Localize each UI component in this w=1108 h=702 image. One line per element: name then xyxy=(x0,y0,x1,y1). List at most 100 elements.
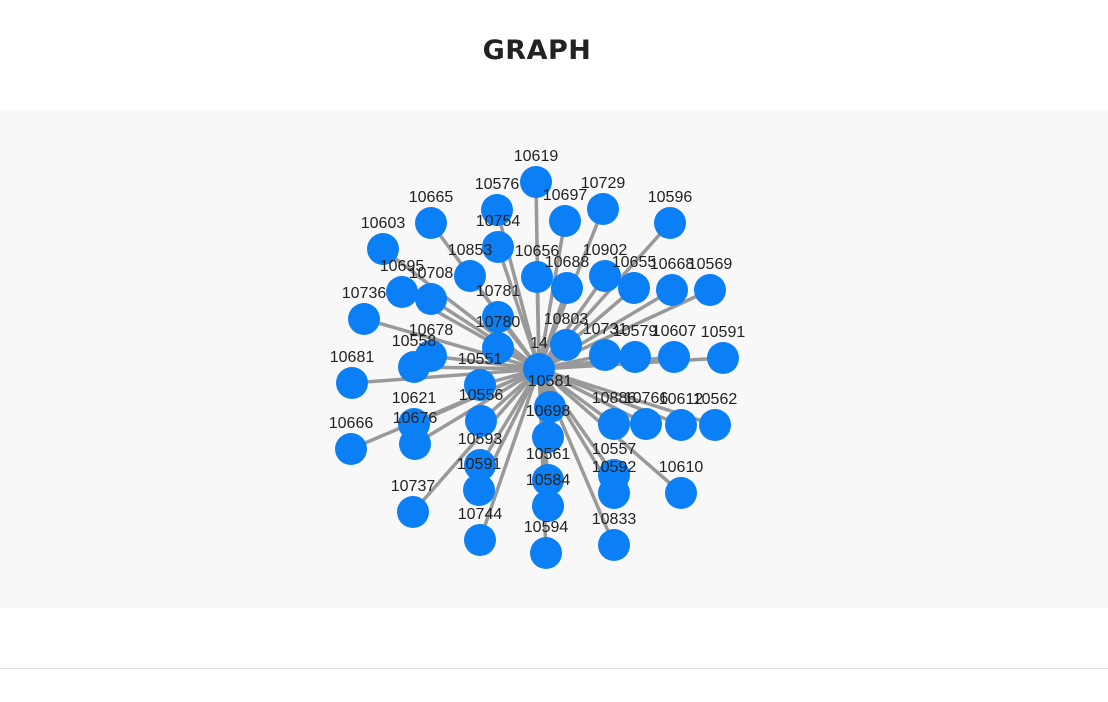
graph-node-label: 10655 xyxy=(612,254,657,271)
graph-node-10803[interactable] xyxy=(550,329,582,361)
graph-node-label: 10556 xyxy=(459,387,504,404)
graph-node-label: 10665 xyxy=(409,189,454,206)
graph-node-label: 10619 xyxy=(514,148,559,165)
graph-node-label: 10780 xyxy=(476,314,521,331)
graph-node-10665[interactable] xyxy=(415,207,447,239)
graph-node-label: 10668 xyxy=(650,256,695,273)
graph-node-10619[interactable] xyxy=(520,166,552,198)
graph-node-label: 10681 xyxy=(330,349,375,366)
graph-node-label: 10698 xyxy=(526,403,571,420)
footer-divider xyxy=(0,668,1108,669)
graph-edge-14-10902 xyxy=(537,274,607,371)
graph-node-10744[interactable] xyxy=(464,524,496,556)
graph-node-label: 10902 xyxy=(583,242,628,259)
graph-node-10591[interactable] xyxy=(707,342,739,374)
graph-node-label: 10736 xyxy=(342,285,387,302)
graph-node-10902[interactable] xyxy=(589,260,621,292)
graph-node-10610[interactable] xyxy=(665,477,697,509)
graph-node-10584[interactable] xyxy=(532,490,564,522)
graph-node-10581[interactable] xyxy=(534,391,566,423)
graph-node-10656[interactable] xyxy=(521,261,553,293)
graph-node-10569[interactable] xyxy=(694,274,726,306)
graph-node-label: 10708 xyxy=(409,265,454,282)
graph-node-label: 10579 xyxy=(613,323,658,340)
graph-node-10736[interactable] xyxy=(348,303,380,335)
graph-edge-14-10681 xyxy=(351,367,540,385)
graph-node-10697[interactable] xyxy=(549,205,581,237)
graph-edge-14-10678 xyxy=(430,354,540,371)
graph-node-14[interactable] xyxy=(523,353,555,385)
graph-node-10576[interactable] xyxy=(481,194,513,226)
graph-edge-14-10744 xyxy=(478,368,541,541)
graph-node-10754[interactable] xyxy=(482,231,514,263)
graph-node-10593[interactable] xyxy=(464,449,496,481)
graph-node-10676[interactable] xyxy=(399,428,431,460)
graph-node-10594[interactable] xyxy=(530,537,562,569)
graph-node-label: 10853 xyxy=(448,242,493,259)
graph-node-10886[interactable] xyxy=(598,408,630,440)
graph-node-label: 10766 xyxy=(624,390,669,407)
graph-node-10666[interactable] xyxy=(335,433,367,465)
graph-node-label: 10591 xyxy=(457,456,502,473)
graph-node-10596[interactable] xyxy=(654,207,686,239)
graph-node-label: 10754 xyxy=(476,213,521,230)
graph-edge-14-10754 xyxy=(496,246,541,370)
graph-node-10781[interactable] xyxy=(482,301,514,333)
graph-node-label: 10744 xyxy=(458,506,503,523)
graph-node-label: 10558 xyxy=(392,333,437,350)
graph-node-10562[interactable] xyxy=(699,409,731,441)
graph-node-label: 10562 xyxy=(693,391,738,408)
graph-node-10737[interactable] xyxy=(397,496,429,528)
graph-node-label: 10581 xyxy=(528,373,573,390)
graph-node-10731[interactable] xyxy=(589,339,621,371)
graph-node-10591[interactable] xyxy=(463,474,495,506)
graph-node-10668[interactable] xyxy=(656,274,688,306)
graph-node-10688[interactable] xyxy=(551,272,583,304)
graph-node-10833[interactable] xyxy=(598,529,630,561)
graph-node-10556[interactable] xyxy=(465,405,497,437)
graph-node-10681[interactable] xyxy=(336,367,368,399)
graph-node-10612[interactable] xyxy=(665,409,697,441)
graph-edge-14-10697 xyxy=(537,220,567,370)
graph-node-label: 10621 xyxy=(392,390,437,407)
graph-node-label: 10666 xyxy=(329,415,374,432)
graph-node-10780[interactable] xyxy=(482,332,514,364)
graph-node-label: 14 xyxy=(530,335,548,352)
graph-node-10695[interactable] xyxy=(386,276,418,308)
graph-node-label: 10656 xyxy=(515,243,560,260)
graph-node-label: 10695 xyxy=(380,258,425,275)
graph-node-label: 10833 xyxy=(592,511,637,528)
graph-node-10729[interactable] xyxy=(587,193,619,225)
graph-node-10551[interactable] xyxy=(464,369,496,401)
graph-node-label: 10584 xyxy=(526,472,571,489)
graph-node-10853[interactable] xyxy=(454,260,486,292)
graph-node-label: 10594 xyxy=(524,519,569,536)
graph-edge-14-10766 xyxy=(538,367,647,426)
graph-node-10766[interactable] xyxy=(630,408,662,440)
graph-node-10603[interactable] xyxy=(367,233,399,265)
graph-node-label: 10592 xyxy=(592,459,637,476)
graph-node-label: 10561 xyxy=(526,446,571,463)
graph-panel[interactable]: 10619 10576 10697 10729 10665 10754 10596 10603… xyxy=(0,110,1108,608)
graph-node-10558[interactable] xyxy=(398,351,430,383)
graph-nodes[interactable] xyxy=(335,166,739,569)
graph-node-label: 10591 xyxy=(701,324,746,341)
graph-node-label: 10886 xyxy=(592,390,637,407)
graph-node-label: 10569 xyxy=(688,256,733,273)
graph-node-label: 10603 xyxy=(361,215,406,232)
graph-node-10561[interactable] xyxy=(532,464,564,496)
graph-node-label: 10596 xyxy=(648,189,693,206)
graph-node-10708[interactable] xyxy=(415,283,447,315)
graph-node-label: 10803 xyxy=(544,311,589,328)
graph-node-10607[interactable] xyxy=(658,341,690,373)
graph-node-label: 10697 xyxy=(543,187,588,204)
graph-node-10579[interactable] xyxy=(619,341,651,373)
graph-node-10698[interactable] xyxy=(532,421,564,453)
graph-node-10655[interactable] xyxy=(618,272,650,304)
graph-node-10592[interactable] xyxy=(598,477,630,509)
graph-edge-14-10736 xyxy=(363,317,540,371)
graph-edge-14-10737 xyxy=(411,367,541,514)
graph-node-label: 10781 xyxy=(476,283,521,300)
